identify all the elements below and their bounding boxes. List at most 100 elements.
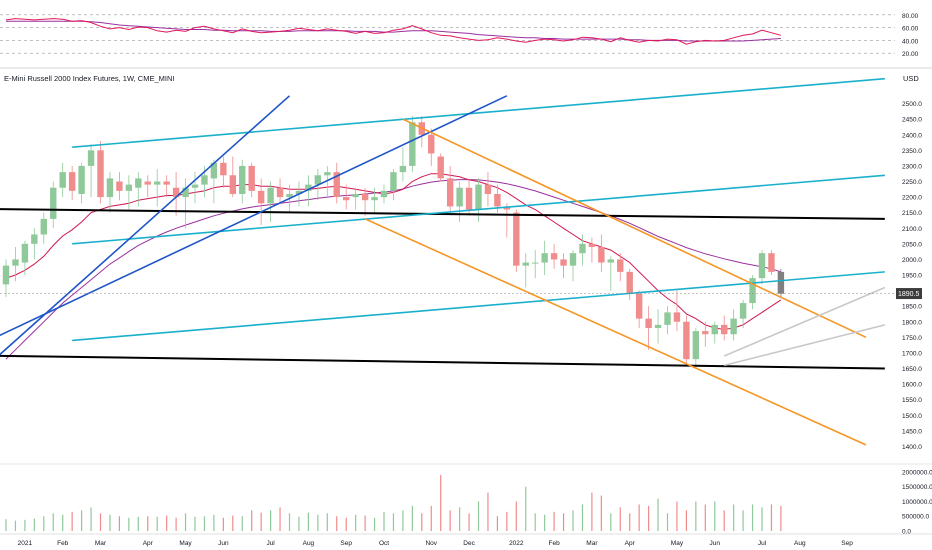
volume-bar — [203, 516, 206, 531]
candle — [749, 275, 756, 310]
candle-body — [68, 172, 76, 191]
time-axis-label: Aug — [303, 540, 315, 547]
volume-bar — [81, 510, 83, 531]
candle — [607, 256, 614, 291]
price-tick-label: 2300.0 — [902, 163, 922, 170]
volume-bar — [525, 486, 527, 531]
candle — [673, 290, 681, 332]
candle — [550, 243, 558, 269]
orange-channel-lower-line[interactable] — [364, 218, 867, 446]
volume-bar — [581, 504, 584, 531]
candle-body — [220, 162, 227, 176]
candle — [361, 187, 369, 216]
volume-bar — [733, 504, 735, 531]
price-tick-label: 1800.0 — [902, 319, 922, 326]
volume-bar — [128, 517, 130, 531]
candle-body — [59, 172, 66, 188]
volume-bar — [610, 513, 612, 531]
candle-body — [295, 190, 303, 194]
candle-body — [201, 175, 208, 185]
volume-bar — [118, 516, 120, 531]
blue-trend-2-line[interactable] — [0, 95, 508, 359]
candle — [59, 162, 66, 198]
rsi-panel: 80.00 60.00 40.00 20.00 — [0, 13, 919, 58]
time-axis-label: Oct — [379, 540, 389, 547]
volume-bar — [676, 501, 678, 531]
candle-body — [635, 293, 643, 319]
volume-bar — [392, 513, 395, 531]
price-tick-label: 1750.0 — [902, 335, 922, 342]
volume-bar — [751, 504, 754, 531]
volume-bar — [90, 507, 92, 531]
trend-line-drawings[interactable] — [0, 77, 886, 446]
volume-bar — [440, 474, 442, 531]
candle-body — [777, 271, 785, 294]
volume-bar — [761, 507, 763, 531]
volume-bar — [355, 514, 357, 531]
candle-body — [343, 197, 350, 201]
candle — [758, 250, 766, 285]
volume-bar — [430, 505, 432, 531]
volume-bar — [43, 516, 45, 531]
candle-body — [135, 178, 142, 188]
candle — [116, 172, 123, 201]
gray-wedge-upper-line[interactable] — [723, 286, 886, 357]
volume-bar — [638, 504, 640, 531]
orange-channel-upper-line[interactable] — [402, 118, 867, 339]
rsi-tick-label: 20.00 — [902, 51, 919, 58]
candle-body — [380, 190, 388, 198]
candle — [654, 309, 662, 344]
cyan-channel-middle-line[interactable] — [72, 174, 885, 245]
price-tick-label: 1950.0 — [902, 273, 922, 280]
candle — [305, 175, 312, 207]
volume-bar — [270, 510, 272, 531]
price-tick-label: 1400.0 — [902, 444, 922, 451]
cyan-channel-lower-line[interactable] — [72, 271, 885, 342]
candle-body — [532, 262, 539, 264]
volume-bar — [194, 516, 196, 531]
candle — [683, 315, 690, 366]
volume-bar — [449, 510, 451, 531]
price-badge-text: 1890.5 — [898, 291, 920, 298]
candle-body — [106, 178, 114, 198]
volume-bar — [307, 512, 309, 531]
candle — [711, 321, 718, 344]
candle — [739, 299, 747, 328]
candle — [12, 246, 19, 282]
candle — [371, 187, 378, 213]
volume-bar — [62, 514, 64, 531]
candle-body — [579, 243, 586, 254]
support-black-lower-line[interactable] — [0, 354, 885, 370]
candle — [428, 128, 435, 166]
candle-body — [2, 265, 10, 285]
blue-trend-1-line[interactable] — [0, 95, 291, 400]
candle — [541, 240, 548, 275]
volume-bar — [544, 514, 546, 531]
volume-bar — [24, 519, 26, 531]
volume-bar — [553, 511, 555, 531]
volume-bar — [251, 510, 253, 531]
volume-bar — [166, 515, 168, 531]
price-tick-label: 2000.0 — [902, 257, 922, 264]
price-tick-label: 2400.0 — [902, 132, 922, 139]
volume-bar — [496, 516, 498, 531]
candle-body — [361, 193, 369, 201]
volume-bar — [336, 516, 338, 531]
candle — [702, 321, 709, 347]
support-black-upper-line[interactable] — [0, 208, 885, 220]
volume-bar — [515, 501, 517, 531]
price-panel: E-Mini Russell 2000 Index Futures, 1W, C… — [0, 74, 922, 531]
candle — [522, 253, 529, 288]
volume-bar — [52, 513, 54, 531]
rsi-lines — [5, 18, 782, 45]
candle — [768, 250, 775, 275]
candle-body — [749, 278, 756, 304]
candle-body — [144, 181, 151, 185]
candle — [31, 228, 38, 260]
volume-bar — [421, 513, 423, 531]
price-tick-label: 2050.0 — [902, 241, 922, 248]
rsi-line — [5, 18, 782, 45]
candle — [390, 169, 397, 201]
gray-wedge-lower-line[interactable] — [724, 324, 886, 367]
cyan-channel-upper-line[interactable] — [72, 77, 885, 149]
